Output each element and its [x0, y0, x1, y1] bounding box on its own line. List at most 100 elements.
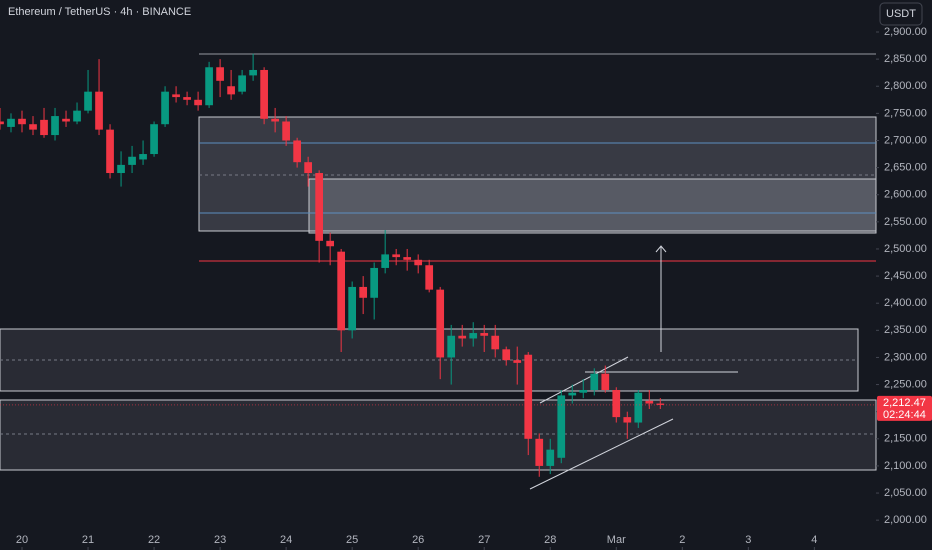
- candle-body: [403, 257, 412, 260]
- y-tick-label: 2,550.00: [884, 216, 927, 228]
- chart-title: Ethereum / TetherUS · 4h · BINANCE: [8, 6, 191, 18]
- candle-body: [51, 116, 59, 136]
- supply-zone-inner: [308, 178, 877, 234]
- candle-body: [0, 121, 4, 125]
- y-tick-label: 2,650.00: [884, 162, 927, 174]
- candle-body: [29, 124, 37, 130]
- candle-body: [392, 254, 401, 258]
- candle-body: [326, 240, 335, 247]
- candle-body: [458, 335, 467, 339]
- candle-body: [106, 129, 114, 174]
- y-tick-label: 2,600.00: [884, 189, 927, 201]
- x-tick-label: 21: [82, 534, 94, 546]
- candle-body: [502, 349, 511, 361]
- candle-body: [205, 67, 213, 106]
- candle-body: [194, 99, 202, 106]
- candle-body: [381, 254, 390, 268]
- x-tick-label: 24: [280, 534, 292, 546]
- candle-body: [183, 97, 191, 100]
- target-arrow-head: [655, 245, 667, 253]
- candle-body: [414, 259, 423, 266]
- candle-body: [139, 154, 147, 160]
- x-tick-label: 3: [745, 534, 751, 546]
- price-axis: 2,000.002,050.002,100.002,150.002,200.00…: [0, 26, 932, 550]
- candle-body: [480, 333, 489, 336]
- channel-lower: [529, 418, 674, 490]
- candle-body: [260, 69, 268, 119]
- candle-body: [282, 121, 290, 141]
- x-tick-label: 20: [16, 534, 28, 546]
- candle-body: [568, 392, 577, 396]
- candle-body: [249, 69, 257, 76]
- candle-body: [513, 360, 522, 363]
- candle-body: [590, 373, 599, 390]
- x-tick-label: 26: [412, 534, 424, 546]
- x-tick-label: 4: [811, 534, 817, 546]
- y-tick-label: 2,050.00: [884, 487, 927, 499]
- candle-body: [601, 373, 610, 390]
- candles: [0, 53, 665, 477]
- x-tick-label: 25: [346, 534, 358, 546]
- candle-body: [128, 156, 136, 165]
- channel-upper: [539, 356, 629, 404]
- supply-zone: [198, 116, 877, 232]
- candle-body: [117, 164, 125, 174]
- candle-body: [62, 118, 70, 122]
- candle-body: [315, 173, 323, 241]
- y-tick-label: 2,250.00: [884, 378, 927, 390]
- candle-body: [491, 335, 500, 350]
- candle-body: [84, 91, 92, 111]
- y-tick-label: 2,700.00: [884, 134, 927, 146]
- candle-body: [579, 389, 588, 393]
- candle-body: [172, 94, 180, 98]
- y-tick-label: 2,900.00: [884, 26, 927, 38]
- candle-body: [370, 267, 379, 298]
- y-tick-label: 2,000.00: [884, 514, 927, 526]
- candle-body: [524, 354, 533, 439]
- x-tick-label: 22: [148, 534, 160, 546]
- candle-body: [348, 286, 357, 331]
- drawings: [0, 53, 877, 490]
- y-tick-label: 2,150.00: [884, 433, 927, 445]
- y-tick-label: 2,300.00: [884, 351, 927, 363]
- candle-body: [612, 389, 621, 418]
- candle-body: [546, 449, 555, 466]
- candle-body: [623, 417, 632, 423]
- y-tick-label: 2,100.00: [884, 460, 927, 472]
- candle-body: [238, 75, 246, 92]
- candle-body: [359, 286, 368, 298]
- candle-body: [40, 119, 48, 136]
- candle-body: [7, 118, 15, 127]
- candle-body: [645, 400, 654, 404]
- candle-body: [304, 162, 312, 174]
- countdown-label: 02:24:44: [883, 409, 926, 421]
- candle-body: [535, 438, 544, 466]
- candle-body: [656, 403, 665, 405]
- candle-body: [337, 251, 346, 331]
- candle-body: [436, 289, 445, 358]
- y-tick-label: 2,800.00: [884, 80, 927, 92]
- candle-body: [95, 91, 103, 130]
- y-tick-label: 2,750.00: [884, 107, 927, 119]
- y-tick-label: 2,850.00: [884, 53, 927, 65]
- candle-body: [73, 110, 81, 122]
- last-price-tag: [877, 395, 932, 421]
- currency-box[interactable]: [879, 2, 923, 26]
- x-tick-label: 27: [478, 534, 490, 546]
- candle-body: [293, 140, 301, 163]
- candle-body: [447, 335, 456, 358]
- candle-body: [18, 118, 26, 125]
- x-tick-label: 2: [679, 534, 685, 546]
- demand-zone: [0, 399, 877, 471]
- candle-body: [216, 67, 224, 81]
- candle-body: [557, 395, 566, 458]
- candle-body: [634, 392, 643, 423]
- candle-body: [469, 333, 478, 339]
- x-tick-label: Mar: [607, 534, 626, 546]
- candle-body: [150, 124, 158, 155]
- candle-body: [227, 86, 235, 95]
- currency-label[interactable]: USDT: [886, 8, 916, 20]
- x-tick-label: 28: [544, 534, 556, 546]
